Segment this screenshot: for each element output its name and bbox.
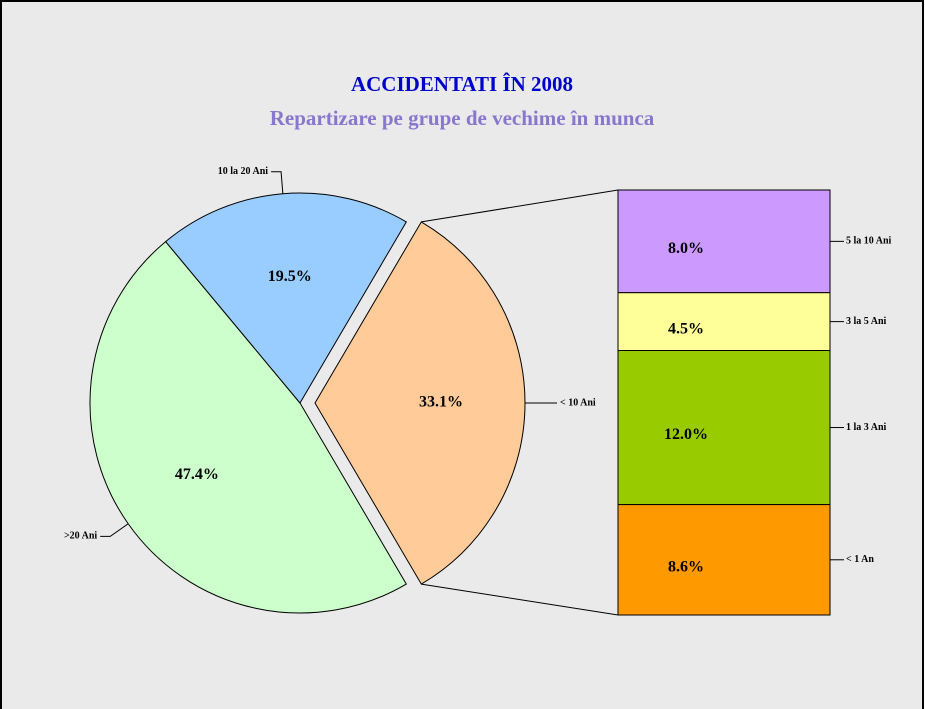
slice-value-label: 33.1% (419, 394, 463, 411)
chart-title: ACCIDENTATI ÎN 2008 (351, 72, 573, 96)
chart-subtitle: Repartizare pe grupe de vechime în munca (270, 106, 655, 130)
pie-slice (164, 192, 408, 404)
leader-line (271, 171, 284, 194)
pie-slice (89, 240, 408, 614)
connector-line (421, 583, 619, 616)
slice-name-label: < 10 Ani (560, 397, 596, 408)
leader-line (100, 523, 129, 537)
segment-value-label: 8.0% (668, 240, 704, 257)
slice-value-label: 47.4% (175, 466, 219, 483)
slice-name-label: 10 la 20 Ani (218, 166, 269, 177)
slice-name-label: >20 Ani (64, 531, 97, 542)
bar-segment (617, 189, 831, 294)
bar-segment (617, 504, 831, 616)
slice-value-label: 19.5% (268, 268, 312, 285)
segment-name-label: < 1 An (846, 554, 874, 565)
segment-name-label: 5 la 10 Ani (846, 236, 892, 247)
segment-value-label: 4.5% (668, 320, 704, 337)
segment-name-label: 3 la 5 Ani (846, 316, 887, 327)
pie-slice (314, 221, 526, 585)
segment-value-label: 12.0% (664, 426, 708, 443)
connector-line (421, 189, 619, 223)
bar-segment (617, 292, 831, 351)
segment-value-label: 8.6% (668, 558, 704, 575)
segment-name-label: 1 la 3 Ani (846, 422, 887, 433)
bar-segment (617, 349, 831, 506)
